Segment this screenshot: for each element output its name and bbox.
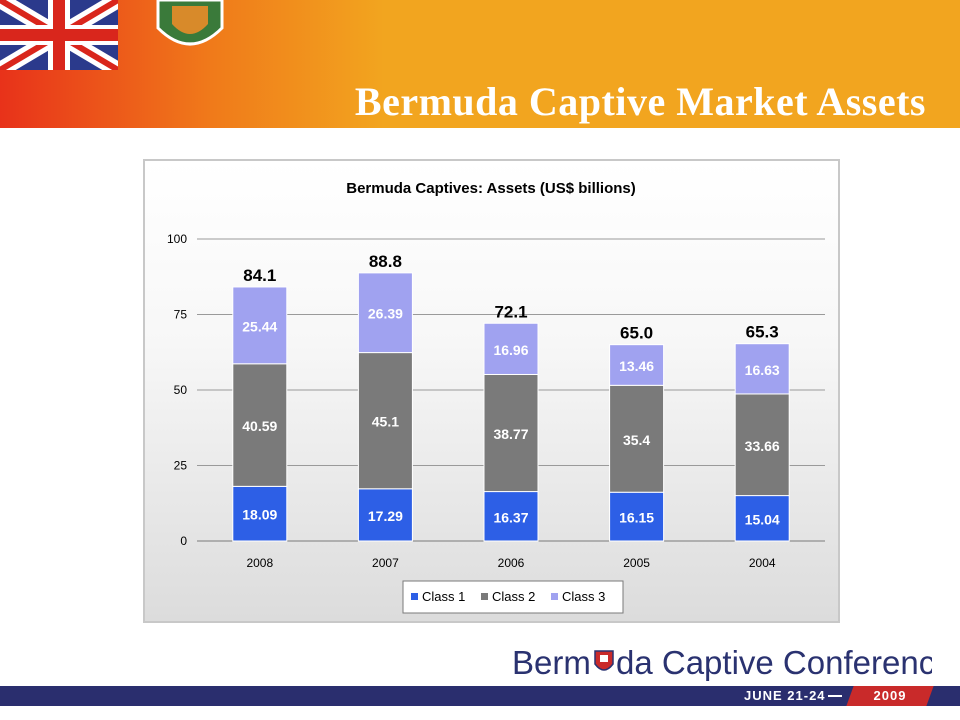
bar-segment (357, 272, 413, 354)
x-tick-label: 2007 (372, 556, 399, 570)
y-tick-label: 0 (180, 534, 187, 548)
logo-text-left: Berm (512, 644, 591, 681)
conference-logo: Berm da Captive Conference ‘09 (512, 642, 960, 687)
bar-segment (734, 495, 790, 542)
segment-value-label: 45.1 (372, 414, 399, 430)
conference-dates: JUNE 21-24 (744, 688, 826, 703)
bars (232, 272, 790, 542)
legend-box (402, 580, 624, 614)
chart-panel: Bermuda Captives: Assets (US$ billions) … (143, 159, 840, 623)
bar-segment (483, 491, 539, 542)
slide-title: Bermuda Captive Market Assets (354, 79, 926, 124)
total-label: 88.8 (369, 252, 402, 271)
y-tick-label: 100 (167, 232, 187, 246)
segment-value-label: 16.37 (493, 509, 528, 525)
bermuda-crest-icon (594, 650, 614, 671)
bar-segment (734, 343, 790, 395)
legend-label: Class 2 (492, 589, 535, 604)
bar-segment (483, 322, 539, 375)
footer-bar: JUNE 21-24 2009 (0, 686, 960, 706)
bar-segment (232, 363, 288, 487)
x-tick-label: 2005 (623, 556, 650, 570)
segment-value-label: 35.4 (623, 432, 650, 448)
chart-title: Bermuda Captives: Assets (US$ billions) (346, 180, 636, 197)
bar-segment (232, 286, 288, 365)
bar-segment (357, 488, 413, 542)
segment-value-label: 13.46 (619, 358, 654, 374)
y-tick-label: 25 (174, 459, 188, 473)
footer-divider (828, 695, 842, 697)
x-tick-label: 2008 (246, 556, 273, 570)
segment-value-label: 16.63 (745, 362, 780, 378)
total-label: 72.1 (494, 302, 527, 321)
x-tick-label: 2006 (498, 556, 525, 570)
axes: 0 25 50 75 100 2008 2007 2006 2005 2004 (167, 232, 825, 570)
legend-swatch (481, 593, 488, 600)
conference-year: 2009 (873, 688, 907, 703)
year-badge: 2009 (846, 686, 934, 706)
segment-value-label: 33.66 (745, 438, 780, 454)
segment-value-label: 16.96 (493, 342, 528, 358)
segment-value-label: 17.29 (368, 508, 403, 524)
stacked-bar-chart: Bermuda Captives: Assets (US$ billions) … (167, 180, 825, 614)
total-label: 65.0 (620, 324, 653, 343)
bar-segment (609, 344, 665, 386)
legend-swatch (411, 593, 418, 600)
logo-text-right: da Captive Conference ‘09 (616, 644, 932, 681)
legend-label: Class 3 (562, 589, 605, 604)
segment-value-label: 15.04 (745, 511, 780, 527)
segment-value-label: 38.77 (493, 426, 528, 442)
total-label: 65.3 (746, 323, 779, 342)
legend: Class 1 Class 2 Class 3 (402, 580, 624, 614)
y-tick-label: 50 (174, 383, 188, 397)
bar-segment (357, 352, 413, 490)
segment-value-label: 18.09 (242, 507, 277, 523)
segment-value-label: 16.15 (619, 510, 654, 526)
slide-header: Bermuda Captive Market Assets (0, 0, 960, 128)
x-tick-label: 2004 (749, 556, 776, 570)
legend-swatch (551, 593, 558, 600)
legend-label: Class 1 (422, 589, 465, 604)
data-labels: 18.09 40.59 25.44 84.1 17.29 45.1 26.39 88.8 16.… (242, 252, 780, 527)
bar-segment (232, 485, 288, 542)
segment-value-label: 26.39 (368, 306, 403, 322)
segment-value-label: 25.44 (242, 318, 277, 334)
bermuda-flag-icon (0, 0, 224, 70)
bar-segment (483, 373, 539, 493)
bar-segment (734, 393, 790, 497)
bar-segment (609, 384, 665, 493)
bar-segment (609, 491, 665, 542)
y-tick-label: 75 (174, 308, 188, 322)
segment-value-label: 40.59 (242, 418, 277, 434)
total-label: 84.1 (243, 266, 276, 285)
